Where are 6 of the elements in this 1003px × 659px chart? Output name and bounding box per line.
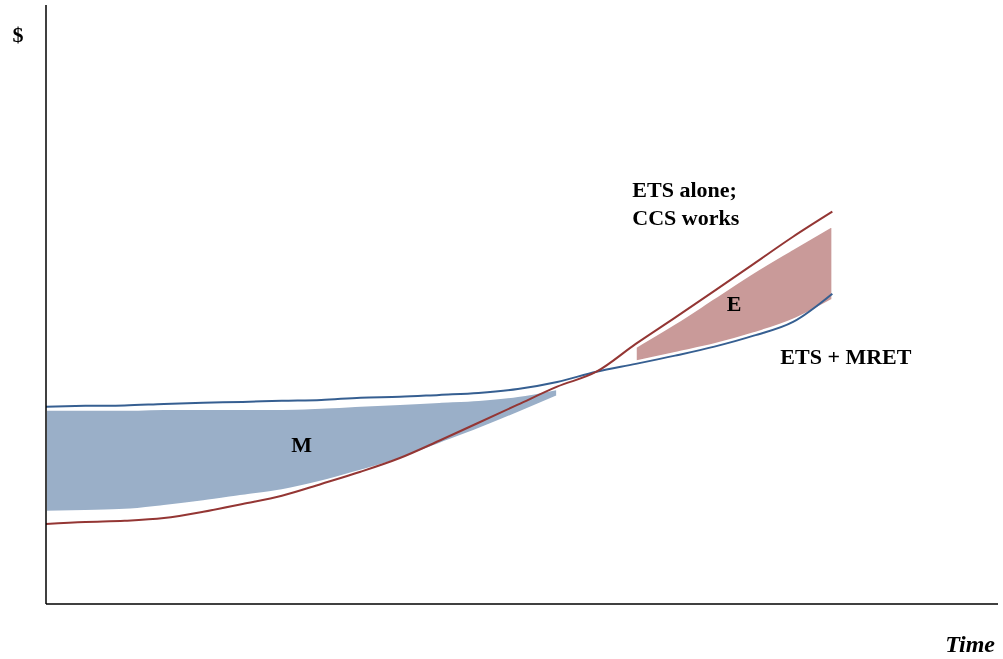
annotation: E — [726, 290, 742, 316]
series-label: ETS alone; CCS works — [632, 176, 740, 230]
series-label: ETS + MRET — [780, 343, 912, 369]
x-axis-title: Time — [945, 631, 996, 657]
annotation: M — [291, 432, 313, 458]
text: $ — [12, 22, 24, 47]
